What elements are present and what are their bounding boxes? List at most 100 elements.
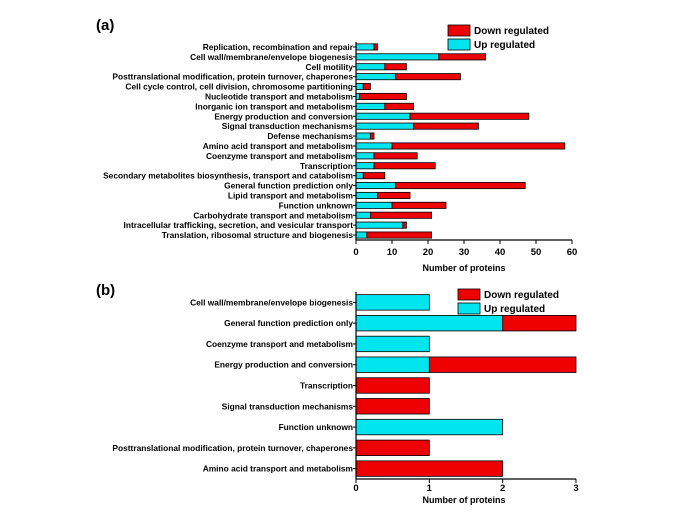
chart-panel-a: (a) Replication, recombination and repair… <box>96 17 577 273</box>
bar-down-regulated <box>362 172 386 180</box>
category-label: Posttranslational modification, protein … <box>112 72 353 82</box>
x-tick-label: 40 <box>495 247 506 258</box>
x-tick-label: 3 <box>573 483 578 494</box>
bar-up-regulated <box>355 315 504 332</box>
category-label: Signal transduction mechanisms <box>222 401 354 411</box>
category-label: Translation, ribosomal structure and bio… <box>162 230 354 240</box>
bar-down-regulated <box>369 132 375 140</box>
category-label: Coenzyme transport and metabolism <box>206 151 353 161</box>
bar-up-regulated <box>355 162 375 170</box>
category-label: General function prediction only <box>224 181 353 191</box>
bar-up-regulated <box>355 63 386 71</box>
x-tick-label: 50 <box>531 247 542 258</box>
legend-label: Down regulated <box>484 290 559 301</box>
bar-up-regulated <box>355 356 430 373</box>
bar-down-regulated <box>438 53 486 61</box>
category-label: Cell cycle control, cell division, chrom… <box>125 82 353 92</box>
bar-down-regulated <box>362 83 371 91</box>
x-tick-label: 0 <box>353 247 358 258</box>
bar-down-regulated <box>395 73 461 81</box>
x-tick-label: 1 <box>427 483 433 494</box>
chart-panel-b: (b) Cell wall/membrane/envelope biogenesi… <box>96 282 579 505</box>
bar-down-regulated <box>366 231 432 239</box>
bar-up-regulated <box>355 201 393 209</box>
bar-down-regulated <box>395 182 526 190</box>
category-label: Amino acid transport and metabolism <box>203 141 353 151</box>
bar-up-regulated <box>355 132 371 140</box>
category-label: Amino acid transport and metabolism <box>203 464 353 474</box>
category-label: Transcription <box>300 161 353 171</box>
category-label: Nucleotide transport and metabolism <box>205 91 353 101</box>
bar-down-regulated <box>402 221 407 229</box>
category-label: Transcription <box>300 381 353 391</box>
category-label: Secondary metabolites biosynthesis, tran… <box>103 171 353 181</box>
bar-down-regulated <box>391 142 566 150</box>
category-label: Function unknown <box>279 422 353 432</box>
category-label: Cell motility <box>306 62 354 72</box>
bar-up-regulated <box>355 122 414 130</box>
category-label: Coenzyme transport and metabolism <box>206 339 353 349</box>
category-label: Inorganic ion transport and metabolism <box>195 101 353 111</box>
category-label: Signal transduction mechanisms <box>222 121 354 131</box>
bar-up-regulated <box>355 211 371 219</box>
x-tick-label: 2 <box>500 483 505 494</box>
bar-up-regulated <box>355 142 393 150</box>
legend-label: Up regulated <box>484 304 545 315</box>
bar-down-regulated <box>355 398 430 415</box>
bar-up-regulated <box>355 43 375 51</box>
x-tick-label: 0 <box>353 483 358 494</box>
legend-swatch <box>447 24 471 37</box>
category-label: Defense mechanisms <box>267 131 353 141</box>
bar-down-regulated <box>373 162 436 170</box>
bar-up-regulated <box>355 335 430 353</box>
category-label: Cell wall/membrane/envelope biogenesis <box>190 297 353 307</box>
bar-down-regulated <box>413 122 479 130</box>
bar-up-regulated <box>355 182 396 190</box>
x-tick-label: 60 <box>567 247 578 258</box>
bar-down-regulated <box>369 211 432 219</box>
x-tick-label: 30 <box>459 247 470 258</box>
bar-up-regulated <box>355 172 364 180</box>
legend-swatch <box>457 288 481 301</box>
bar-up-regulated <box>355 83 364 91</box>
bar-down-regulated <box>428 356 577 373</box>
category-label: Lipid transport and metabolism <box>228 190 353 200</box>
bar-down-regulated <box>384 102 414 110</box>
bar-down-regulated <box>409 112 530 120</box>
bar-down-regulated <box>373 43 378 51</box>
bar-down-regulated <box>391 201 447 209</box>
bar-up-regulated <box>355 112 411 120</box>
bar-up-regulated <box>355 53 440 61</box>
category-label: Energy production and conversion <box>214 111 353 121</box>
bar-up-regulated <box>355 294 430 311</box>
x-tick-label: 10 <box>387 247 398 258</box>
bar-down-regulated <box>377 191 411 199</box>
bar-up-regulated <box>355 191 379 199</box>
legend-label: Down regulated <box>474 26 549 37</box>
legend-label: Up regulated <box>474 40 535 51</box>
category-label: Function unknown <box>279 200 353 210</box>
x-axis-title: Number of proteins <box>422 495 505 505</box>
bar-down-regulated <box>373 152 418 160</box>
category-label: Cell wall/membrane/envelope biogenesis <box>190 52 353 62</box>
bar-up-regulated <box>355 418 504 436</box>
category-label: Carbohydrate transport and metabolism <box>193 210 353 220</box>
category-label: Energy production and conversion <box>214 360 353 370</box>
bar-down-regulated <box>502 315 577 332</box>
bar-up-regulated <box>355 102 386 110</box>
bar-down-regulated <box>384 63 407 71</box>
bar-down-regulated <box>355 439 430 456</box>
legend-swatch <box>457 302 481 315</box>
category-label: Intracellular trafficking, secretion, an… <box>124 220 354 230</box>
legend-swatch <box>447 38 471 51</box>
x-tick-label: 20 <box>423 247 434 258</box>
bar-up-regulated <box>355 73 396 81</box>
bar-down-regulated <box>355 377 430 394</box>
bar-up-regulated <box>355 231 368 239</box>
category-label: General function prediction only <box>224 318 353 328</box>
x-axis-title: Number of proteins <box>422 263 505 273</box>
bar-up-regulated <box>355 221 404 229</box>
bar-down-regulated <box>355 460 504 477</box>
bar-up-regulated <box>355 152 375 160</box>
